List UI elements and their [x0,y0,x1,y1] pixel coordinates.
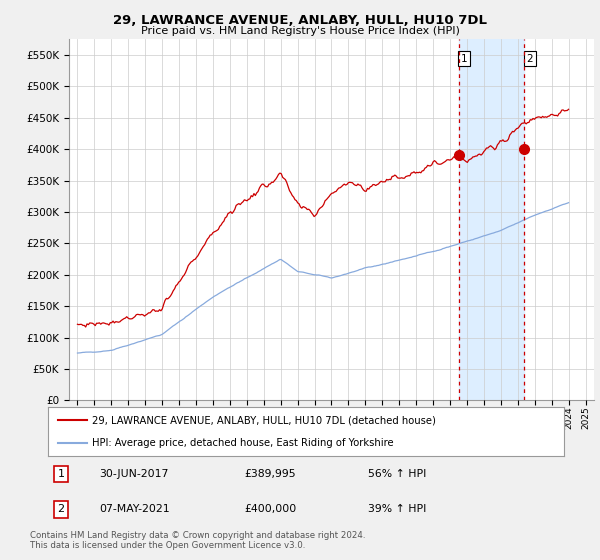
Bar [458,39,524,400]
Text: 2: 2 [527,54,533,64]
Text: 1: 1 [461,54,467,64]
Text: 30-JUN-2017: 30-JUN-2017 [100,469,169,479]
Text: £400,000: £400,000 [244,505,296,515]
Text: 29, LAWRANCE AVENUE, ANLABY, HULL, HU10 7DL: 29, LAWRANCE AVENUE, ANLABY, HULL, HU10 … [113,14,487,27]
Text: 29, LAWRANCE AVENUE, ANLABY, HULL, HU10 7DL (detached house): 29, LAWRANCE AVENUE, ANLABY, HULL, HU10 … [92,416,436,426]
Text: 1: 1 [58,469,64,479]
Text: 07-MAY-2021: 07-MAY-2021 [100,505,170,515]
Text: Price paid vs. HM Land Registry's House Price Index (HPI): Price paid vs. HM Land Registry's House … [140,26,460,36]
Text: 39% ↑ HPI: 39% ↑ HPI [368,505,426,515]
Text: 2: 2 [58,505,64,515]
Text: HPI: Average price, detached house, East Riding of Yorkshire: HPI: Average price, detached house, East… [92,438,394,448]
Text: 56% ↑ HPI: 56% ↑ HPI [368,469,426,479]
Text: £389,995: £389,995 [244,469,296,479]
Text: Contains HM Land Registry data © Crown copyright and database right 2024.
This d: Contains HM Land Registry data © Crown c… [30,531,365,550]
